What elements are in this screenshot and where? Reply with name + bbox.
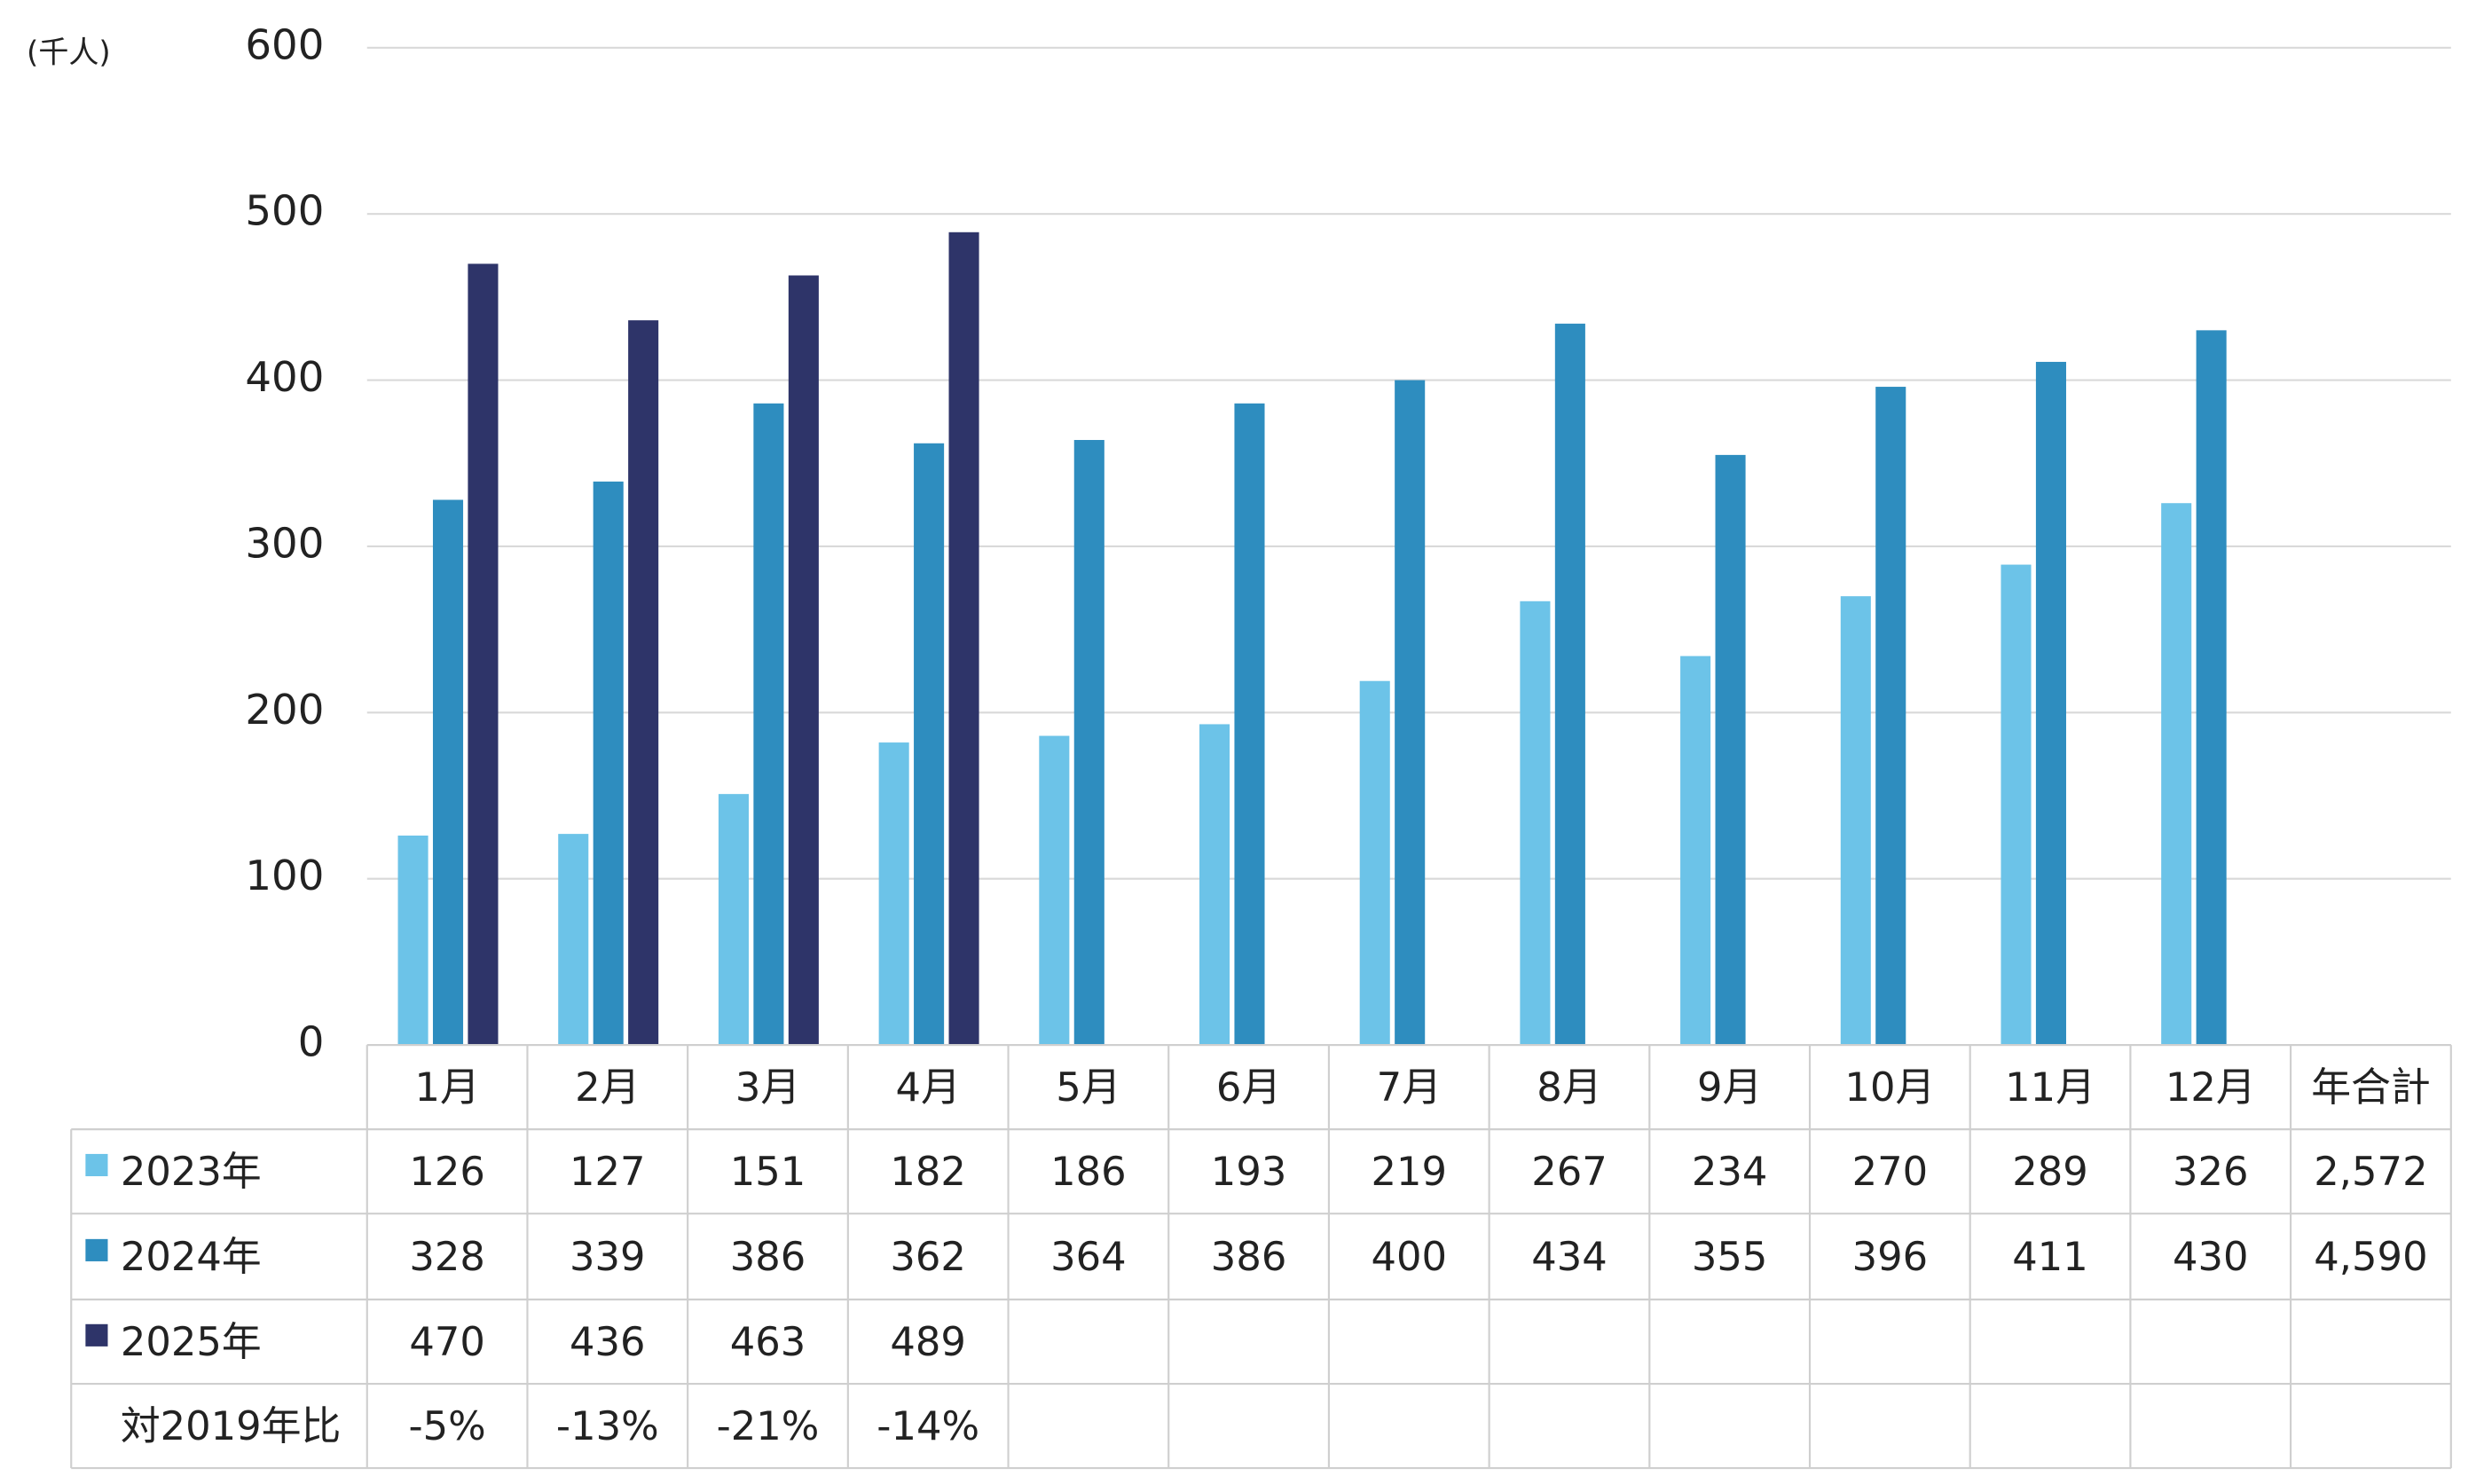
total-header: 年合計 [2311, 1064, 2430, 1111]
x-tick-label: 8月 [1537, 1064, 1601, 1111]
x-tick-label: 5月 [1056, 1064, 1120, 1111]
table-value: 326 [2173, 1148, 2249, 1195]
x-tick-label: 11月 [2005, 1064, 2095, 1111]
table-value: 289 [2012, 1148, 2088, 1195]
bar [432, 499, 464, 1046]
x-tick-label: 9月 [1697, 1064, 1762, 1111]
table-value: 328 [409, 1233, 485, 1280]
table-value: 219 [1372, 1148, 1448, 1195]
y-tick-label: 500 [245, 187, 324, 235]
legend-label: 2024年 [121, 1233, 262, 1280]
bar [628, 320, 659, 1046]
table-value: 386 [730, 1233, 806, 1280]
y-tick-label: 0 [298, 1018, 325, 1066]
bar [1199, 724, 1230, 1046]
bar [1840, 596, 1871, 1046]
bar [1359, 680, 1390, 1046]
table-value: 151 [730, 1148, 806, 1195]
table-total: 2,572 [2314, 1148, 2427, 1195]
bar [753, 403, 784, 1046]
y-tick-label: 600 [245, 20, 324, 68]
bar [914, 443, 945, 1046]
bar [1520, 601, 1551, 1046]
bar [788, 275, 819, 1046]
table-value: 234 [1692, 1148, 1768, 1195]
table-value: 362 [890, 1233, 966, 1280]
bar [1395, 380, 1426, 1046]
bar [718, 794, 749, 1046]
table-value: 186 [1050, 1148, 1127, 1195]
bar [1680, 656, 1711, 1046]
table-value: 386 [1211, 1233, 1287, 1280]
bar [593, 481, 624, 1046]
table-value: 339 [570, 1233, 646, 1280]
bar [1234, 403, 1265, 1046]
y-tick-label: 300 [245, 519, 324, 567]
bar [948, 232, 979, 1046]
legend-label: 2025年 [121, 1318, 262, 1365]
table-value: 127 [570, 1148, 646, 1195]
bar [1875, 387, 1906, 1046]
ratio-value: -13% [556, 1402, 659, 1449]
x-tick-label: 6月 [1216, 1064, 1281, 1111]
table-total: 4,590 [2314, 1233, 2427, 1280]
bar [397, 835, 428, 1046]
bar [1039, 735, 1070, 1046]
bar [1554, 323, 1585, 1046]
table-value: 193 [1211, 1148, 1287, 1195]
table-value: 182 [890, 1148, 966, 1195]
x-tick-label: 10月 [1844, 1064, 1935, 1111]
table-value: 434 [1531, 1233, 1608, 1280]
x-tick-label: 4月 [896, 1064, 961, 1111]
x-tick-label: 1月 [414, 1064, 479, 1111]
x-tick-label: 2月 [575, 1064, 640, 1111]
table-value: 463 [730, 1318, 806, 1365]
table-value: 489 [890, 1318, 966, 1365]
table-value: 267 [1531, 1148, 1608, 1195]
legend-swatch [85, 1153, 108, 1177]
y-tick-label: 100 [245, 852, 324, 899]
table-value: 355 [1692, 1233, 1768, 1280]
table-value: 396 [1852, 1233, 1929, 1280]
bar [1715, 454, 1746, 1046]
bar [2196, 330, 2227, 1046]
table-value: 364 [1050, 1233, 1127, 1280]
x-tick-label: 3月 [735, 1064, 800, 1111]
ratio-value: -5% [408, 1402, 485, 1449]
table-value: 430 [2173, 1233, 2249, 1280]
bar [468, 263, 499, 1046]
table-value: 470 [409, 1318, 485, 1365]
legend-swatch [85, 1238, 108, 1261]
bar [2161, 503, 2192, 1046]
legend-label: 2023年 [121, 1148, 262, 1195]
ratio-value: -21% [717, 1402, 820, 1449]
y-tick-label: 400 [245, 353, 324, 401]
bar [1073, 440, 1104, 1046]
table-value: 126 [409, 1148, 485, 1195]
ratio-value: -14% [876, 1402, 979, 1449]
bar [2035, 361, 2066, 1046]
bar [878, 742, 909, 1046]
y-tick-label: 200 [245, 686, 324, 734]
bar [2001, 564, 2032, 1046]
x-tick-label: 12月 [2166, 1064, 2256, 1111]
y-unit: (千人) [27, 35, 111, 70]
table-value: 436 [570, 1318, 646, 1365]
table-value: 270 [1852, 1148, 1929, 1195]
legend-swatch [85, 1323, 108, 1347]
ratio-label: 対2019年比 [121, 1402, 341, 1449]
bar [558, 834, 589, 1046]
table-value: 400 [1372, 1233, 1448, 1280]
table-value: 411 [2012, 1233, 2088, 1280]
x-tick-label: 7月 [1377, 1064, 1442, 1111]
